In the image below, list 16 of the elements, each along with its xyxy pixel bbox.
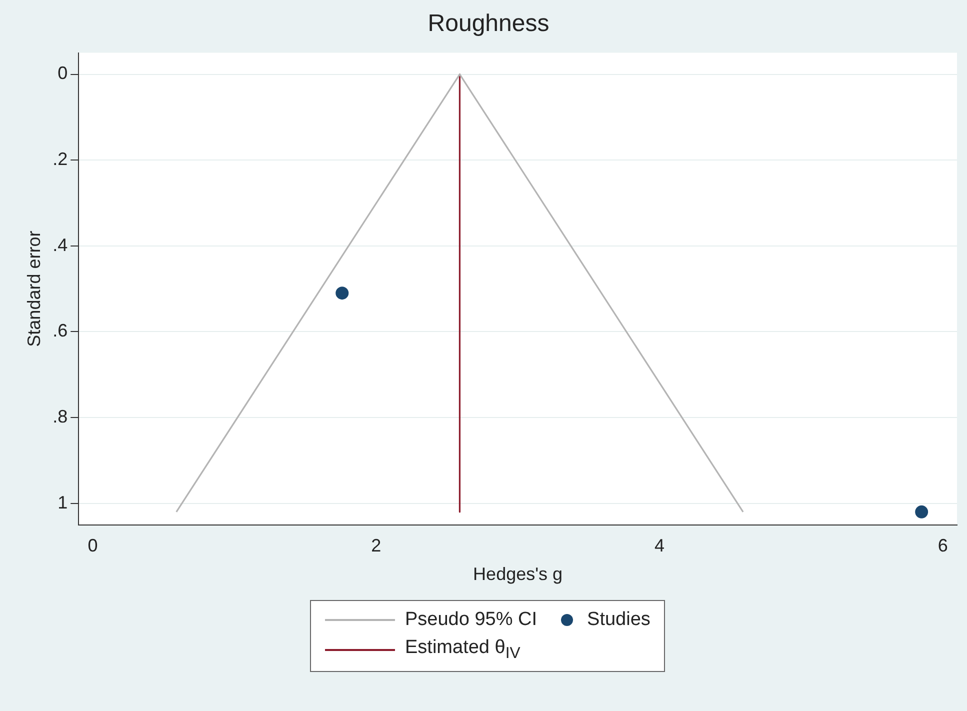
- legend-label: Pseudo 95% CI: [405, 609, 538, 631]
- y-tick-label: 1: [58, 492, 68, 512]
- y-tick-label: .6: [52, 320, 68, 341]
- y-tick-label: .8: [52, 406, 68, 426]
- y-axis-title: Standard error: [24, 230, 44, 347]
- x-tick-label: 0: [88, 536, 98, 556]
- legend-label: Estimated θ$_{IV}$: [405, 637, 520, 663]
- legend-label: Studies: [587, 609, 650, 631]
- y-tick-label: .4: [52, 234, 68, 255]
- x-axis-title: Hedges's g: [473, 564, 563, 584]
- x-tick-label: 4: [654, 536, 664, 556]
- x-tick-label: 2: [371, 536, 382, 556]
- y-tick-label: 0: [58, 63, 68, 84]
- y-tick-label: .2: [52, 149, 68, 170]
- chart-title: Roughness: [428, 10, 550, 38]
- x-tick-label: 6: [938, 536, 948, 556]
